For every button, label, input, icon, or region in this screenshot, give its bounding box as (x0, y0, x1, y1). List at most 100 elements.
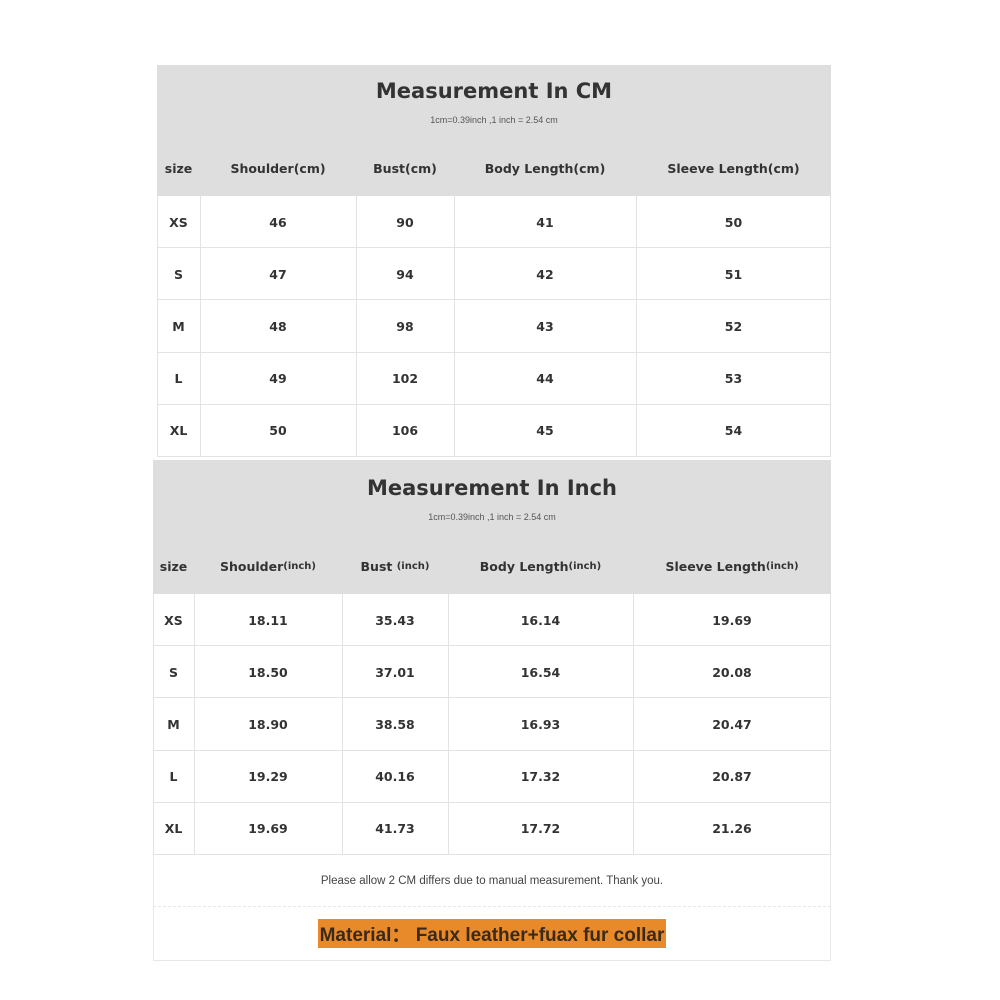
column-header: Bust (inch) (342, 539, 448, 594)
size-cell: S (168, 664, 178, 680)
material-row: Material： Faux leather+fuax fur collar (153, 906, 831, 961)
value-cell: 18.50 (248, 664, 288, 680)
value-cell: 19.69 (248, 821, 288, 837)
size-cell: M (167, 716, 180, 732)
row-divider (153, 697, 831, 699)
value-cell: 20.08 (712, 664, 752, 680)
value-cell: 21.26 (712, 821, 752, 837)
column-divider (356, 196, 357, 457)
header-unit: (inch) (765, 561, 799, 572)
header-label: Shoulder (220, 559, 284, 574)
material-label: Material： Faux leather+fuax fur collar (317, 919, 667, 948)
column-header: Sleeve Length(cm) (636, 141, 831, 196)
row-divider (157, 456, 831, 457)
column-divider (454, 196, 455, 457)
header-label: Bust(cm) (373, 161, 437, 176)
column-divider (830, 196, 831, 457)
value-cell: 102 (391, 371, 419, 387)
column-divider (448, 594, 449, 855)
column-header: Shoulder(cm) (200, 141, 356, 196)
size-cell: XS (169, 214, 188, 230)
table-title: Measurement In CM (375, 79, 613, 103)
cm-table: Measurement In CM 1cm=0.39inch ,1 inch = … (157, 65, 831, 457)
value-cell: 52 (724, 318, 743, 334)
row-divider (153, 854, 831, 855)
value-cell: 42 (536, 266, 554, 282)
column-header: Body Length(cm) (454, 141, 636, 196)
row-divider (157, 351, 831, 353)
header-label: Sleeve Length (665, 559, 766, 574)
value-cell: 37.01 (375, 664, 415, 680)
value-cell: 51 (724, 266, 743, 282)
value-cell: 50 (724, 214, 743, 230)
column-divider (342, 594, 343, 855)
size-cell: XS (164, 612, 183, 628)
row-divider (157, 403, 831, 405)
value-cell: 40.16 (375, 769, 415, 785)
value-cell: 45 (536, 423, 554, 439)
table-header (157, 65, 831, 196)
column-header: size (157, 141, 200, 196)
size-cell: M (172, 318, 185, 334)
header-label: size (159, 559, 188, 574)
column-divider (633, 594, 634, 855)
column-header: Shoulder (inch) (194, 539, 342, 594)
inch-table: Measurement In Inch 1cm=0.39inch ,1 inch … (153, 460, 831, 855)
value-cell: 90 (396, 214, 414, 230)
value-cell: 46 (269, 214, 287, 230)
column-divider (157, 196, 158, 457)
column-divider (200, 196, 201, 457)
column-header: Bust(cm) (356, 141, 454, 196)
header-label: Body Length (479, 559, 569, 574)
row-divider (153, 749, 831, 751)
header-label: Body Length(cm) (484, 161, 606, 176)
value-cell: 94 (396, 266, 414, 282)
column-header: Sleeve Length (inch) (633, 539, 831, 594)
header-label: size (164, 161, 193, 176)
value-cell: 16.14 (520, 612, 561, 628)
value-cell: 53 (724, 371, 743, 387)
row-divider (157, 247, 831, 249)
value-cell: 49 (269, 371, 287, 387)
table-header (153, 460, 831, 594)
table-title: Measurement In Inch (366, 476, 618, 500)
size-cell: L (174, 371, 183, 387)
column-divider (153, 594, 154, 855)
value-cell: 48 (269, 318, 287, 334)
column-divider (194, 594, 195, 855)
value-cell: 50 (269, 423, 287, 439)
row-divider (153, 801, 831, 803)
value-cell: 17.32 (520, 769, 561, 785)
column-header: Body Length (inch) (448, 539, 633, 594)
value-cell: 43 (536, 318, 554, 334)
value-cell: 17.72 (520, 821, 561, 837)
header-label: Sleeve Length(cm) (667, 161, 800, 176)
row-divider (153, 645, 831, 647)
value-cell: 98 (396, 318, 414, 334)
size-cell: L (169, 769, 178, 785)
value-cell: 19.69 (712, 612, 752, 628)
value-cell: 20.87 (712, 769, 752, 785)
header-unit: (inch) (283, 561, 316, 572)
size-cell: XL (169, 423, 188, 439)
header-unit: (inch) (568, 561, 602, 572)
value-cell: 18.11 (248, 612, 288, 628)
value-cell: 41.73 (375, 821, 415, 837)
conversion-note: 1cm=0.39inch ,1 inch = 2.54 cm (428, 512, 556, 522)
value-cell: 44 (536, 371, 554, 387)
column-divider (636, 196, 637, 457)
size-cell: XL (164, 821, 183, 837)
header-label: Bust (360, 559, 397, 574)
value-cell: 35.43 (375, 612, 415, 628)
row-divider (157, 299, 831, 301)
value-cell: 41 (536, 214, 554, 230)
value-cell: 20.47 (712, 716, 752, 732)
value-cell: 18.90 (248, 716, 288, 732)
measurement-note: Please allow 2 CM differs due to manual … (153, 855, 831, 906)
column-header: size (153, 539, 194, 594)
value-cell: 54 (724, 423, 743, 439)
value-cell: 47 (269, 266, 287, 282)
size-cell: S (173, 266, 183, 282)
header-unit: (inch) (396, 561, 430, 572)
